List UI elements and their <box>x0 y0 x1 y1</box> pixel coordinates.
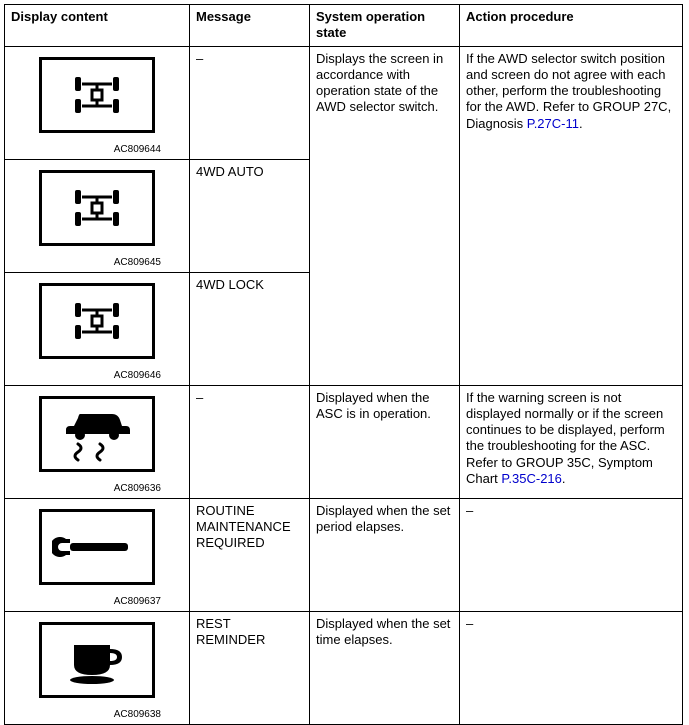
action-cell: – <box>460 611 683 724</box>
message-cell: REST REMINDER <box>190 611 310 724</box>
action-text-post: . <box>562 471 566 486</box>
action-text: – <box>466 616 473 631</box>
message-text: 4WD LOCK <box>196 277 264 292</box>
display-cell: AC809637 <box>5 498 190 611</box>
message-cell: 4WD AUTO <box>190 159 310 272</box>
state-text: Displays the screen in accordance with o… <box>316 51 443 115</box>
image-code: AC809638 <box>114 709 161 722</box>
message-text: – <box>196 51 203 66</box>
action-text: – <box>466 503 473 518</box>
state-text: Displayed when the ASC is in operation. <box>316 390 431 421</box>
message-cell: ROUTINE MAINTENANCE REQUIRED <box>190 498 310 611</box>
table-row: AC809637 ROUTINE MAINTENANCE REQUIRED Di… <box>5 498 683 611</box>
image-code: AC809637 <box>114 596 161 609</box>
header-row: Display content Message System operation… <box>5 5 683 47</box>
table-row: AC809644 – Displays the screen in accord… <box>5 46 683 159</box>
action-text-post: . <box>579 116 583 131</box>
ref-link[interactable]: P.27C-11 <box>527 116 579 131</box>
image-code: AC809646 <box>114 370 161 383</box>
image-code: AC809645 <box>114 257 161 270</box>
message-text: – <box>196 390 203 405</box>
state-cell: Displayed when the ASC is in operation. <box>310 385 460 498</box>
drivetrain-icon <box>39 283 155 359</box>
state-text: Displayed when the set time elapses. <box>316 616 450 647</box>
image-code: AC809636 <box>114 483 161 496</box>
table-row: AC809638 REST REMINDER Displayed when th… <box>5 611 683 724</box>
display-cell: AC809638 <box>5 611 190 724</box>
display-cell: AC809636 <box>5 385 190 498</box>
table-row: AC809636 – Displayed when the ASC is in … <box>5 385 683 498</box>
message-cell: 4WD LOCK <box>190 272 310 385</box>
state-cell: Displayed when the set period elapses. <box>310 498 460 611</box>
header-system-state: System operation state <box>310 5 460 47</box>
ref-link[interactable]: P.35C-216 <box>501 471 561 486</box>
wrench-icon <box>39 509 155 585</box>
page: Display content Message System operation… <box>0 0 689 682</box>
image-code: AC809644 <box>114 144 161 157</box>
drivetrain-icon <box>39 170 155 246</box>
display-cell: AC809646 <box>5 272 190 385</box>
state-cell: Displays the screen in accordance with o… <box>310 46 460 385</box>
message-text: REST REMINDER <box>196 616 265 647</box>
state-cell: Displayed when the set time elapses. <box>310 611 460 724</box>
message-cell: – <box>190 46 310 159</box>
message-text: ROUTINE MAINTENANCE REQUIRED <box>196 503 291 551</box>
header-message: Message <box>190 5 310 47</box>
header-display-content: Display content <box>5 5 190 47</box>
message-cell: – <box>190 385 310 498</box>
display-cell: AC809644 <box>5 46 190 159</box>
drivetrain-icon <box>39 57 155 133</box>
asc-skid-icon <box>39 396 155 472</box>
display-cell: AC809645 <box>5 159 190 272</box>
header-action: Action procedure <box>460 5 683 47</box>
action-cell: If the warning screen is not displayed n… <box>460 385 683 498</box>
message-text: 4WD AUTO <box>196 164 264 179</box>
diagnosis-table: Display content Message System operation… <box>4 4 683 725</box>
coffee-cup-icon <box>39 622 155 698</box>
action-cell: If the AWD selector switch position and … <box>460 46 683 385</box>
action-cell: – <box>460 498 683 611</box>
state-text: Displayed when the set period elapses. <box>316 503 450 534</box>
